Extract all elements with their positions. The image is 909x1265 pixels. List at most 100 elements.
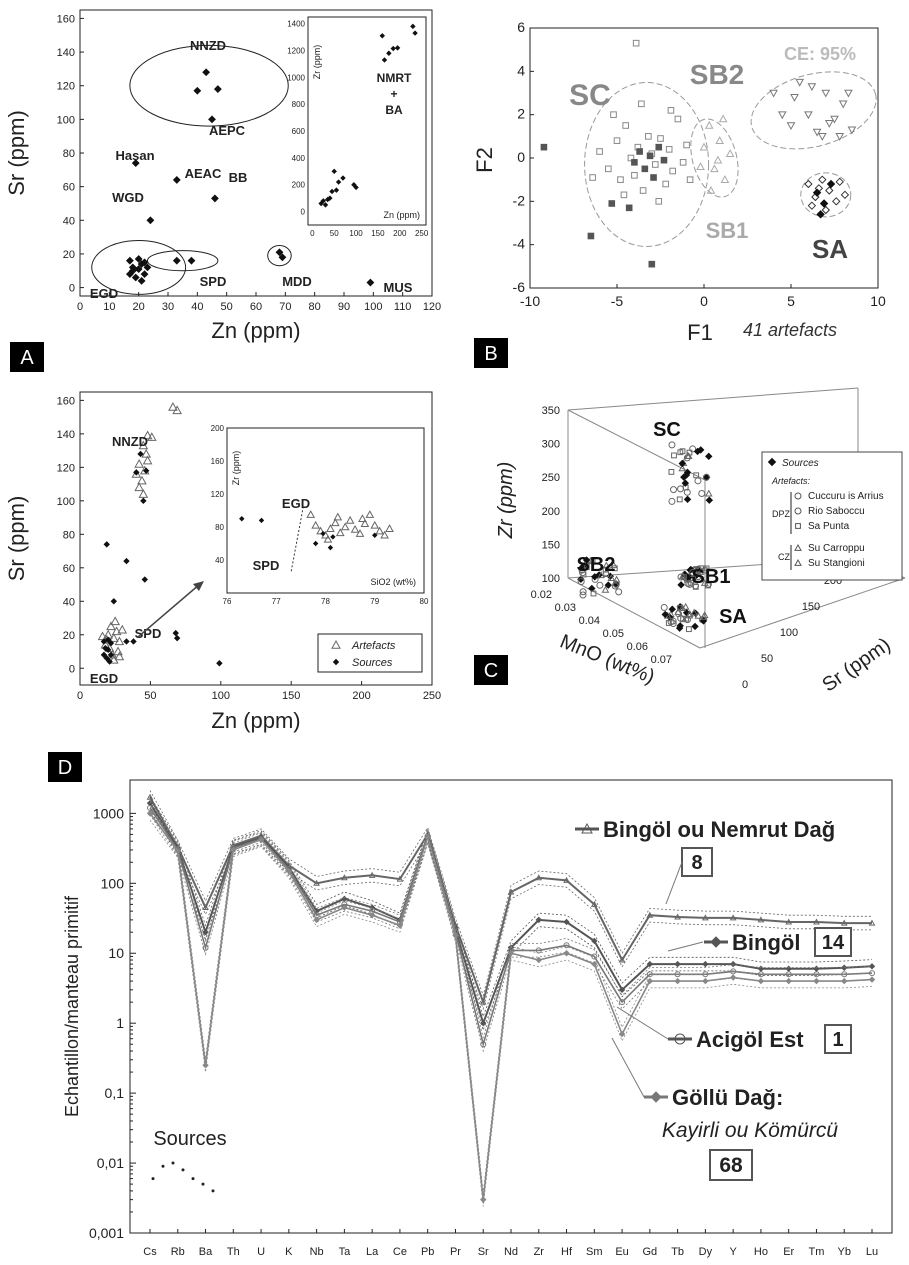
data-point bbox=[813, 977, 820, 985]
x-tick-label: 200 bbox=[352, 690, 370, 702]
x-tick-label: 60 bbox=[250, 301, 262, 313]
count-label: 68 bbox=[719, 1154, 743, 1177]
inset-y-tick-label: 800 bbox=[292, 100, 306, 109]
data-point bbox=[480, 1041, 487, 1048]
x-tick-label: Yb bbox=[837, 1246, 850, 1258]
data-point bbox=[563, 950, 570, 957]
artefact-point bbox=[114, 636, 125, 646]
inset-y-tick-label: 0 bbox=[301, 208, 306, 217]
group-label: SC bbox=[653, 419, 681, 441]
y-tick-label: 80 bbox=[63, 148, 75, 160]
data-point bbox=[824, 120, 834, 128]
data-point bbox=[841, 977, 848, 985]
data-point bbox=[202, 68, 211, 77]
data-point bbox=[696, 162, 705, 170]
source-point bbox=[142, 467, 150, 474]
sr-tick-label: 150 bbox=[802, 601, 820, 613]
inset-x-label: Zn (ppm) bbox=[383, 210, 420, 220]
annotation: CE: 95% bbox=[784, 44, 856, 64]
inset-y-tick-label: 200 bbox=[211, 424, 225, 433]
x-tick-label: Ta bbox=[339, 1246, 352, 1258]
data-point bbox=[577, 578, 585, 586]
x-tick-label: Zr bbox=[534, 1246, 545, 1258]
y-tick-label: 4 bbox=[517, 62, 525, 78]
group-label: SB2 bbox=[577, 554, 616, 576]
plot-frame bbox=[79, 391, 433, 686]
data-point bbox=[341, 904, 348, 911]
inset-x-tick-label: 78 bbox=[321, 597, 330, 606]
inset-y-tick-label: 1400 bbox=[287, 20, 305, 29]
inset-artefact-point bbox=[335, 528, 345, 537]
boundary-line bbox=[290, 506, 304, 573]
data-point bbox=[596, 581, 604, 589]
data-point bbox=[639, 187, 647, 194]
data-point bbox=[137, 260, 146, 268]
mno-tick-label: 0.03 bbox=[555, 602, 576, 614]
z-tick-label: 250 bbox=[542, 472, 560, 484]
inset-artefact-point bbox=[365, 510, 375, 518]
data-point bbox=[685, 609, 694, 617]
y-tick-label: 160 bbox=[57, 13, 75, 25]
data-point bbox=[683, 615, 690, 622]
data-point bbox=[777, 111, 787, 120]
y-tick-label: 40 bbox=[63, 215, 75, 227]
group-label: NNZD bbox=[112, 434, 148, 449]
inset-artefact-point bbox=[323, 534, 333, 543]
inset-artefact-point bbox=[370, 520, 380, 529]
data-point bbox=[631, 159, 638, 166]
x-tick-label: Dy bbox=[699, 1246, 713, 1258]
data-point bbox=[618, 956, 626, 963]
group-label: SPD bbox=[135, 626, 162, 641]
inset-artefact-point bbox=[326, 524, 335, 532]
y-tick-label: 20 bbox=[63, 630, 75, 642]
group-label: BB bbox=[229, 170, 248, 185]
inset-group-label: NMRT bbox=[377, 71, 412, 85]
data-point bbox=[202, 944, 209, 951]
source-point bbox=[172, 629, 179, 637]
arrow-line bbox=[137, 583, 201, 638]
artefact-point bbox=[142, 455, 153, 465]
legend-source-marker bbox=[767, 457, 777, 467]
y-tick-label: 120 bbox=[57, 462, 75, 474]
data-point bbox=[396, 875, 404, 882]
inset-frame bbox=[307, 16, 427, 226]
data-point bbox=[671, 452, 677, 459]
legend-box bbox=[317, 633, 423, 673]
data-point bbox=[579, 591, 587, 599]
x-tick-label: Hf bbox=[561, 1246, 573, 1258]
data-point bbox=[366, 278, 375, 287]
data-point bbox=[602, 561, 611, 569]
group-label: SPD bbox=[200, 274, 227, 289]
data-point bbox=[535, 874, 543, 881]
data-point bbox=[869, 970, 875, 977]
group-label: SB2 bbox=[690, 59, 744, 90]
data-point bbox=[683, 454, 691, 462]
x-tick-label: Lu bbox=[866, 1246, 878, 1258]
data-point bbox=[785, 977, 792, 985]
group-ellipse bbox=[584, 82, 710, 247]
z-tick-label: 200 bbox=[542, 506, 560, 518]
artefact-point bbox=[108, 633, 119, 642]
y-tick-label: 140 bbox=[57, 47, 75, 59]
inset-x-tick-label: 79 bbox=[370, 597, 379, 606]
data-point bbox=[679, 571, 687, 579]
sources-point bbox=[191, 1177, 195, 1181]
inset-x-tick-label: 100 bbox=[349, 229, 363, 238]
data-point bbox=[615, 588, 623, 596]
x-axis-label: Zn (ppm) bbox=[211, 318, 300, 343]
inset-artefact-point bbox=[331, 518, 340, 527]
x-tick-label: 120 bbox=[423, 301, 441, 313]
group-label: SB1 bbox=[692, 566, 731, 588]
x-tick-label: Ba bbox=[199, 1246, 213, 1258]
inset-y-tick-label: 1200 bbox=[287, 47, 305, 56]
inset-point bbox=[386, 50, 392, 56]
leader-line bbox=[667, 941, 704, 952]
data-point bbox=[813, 965, 820, 972]
series-label: Acigöl Est bbox=[696, 1027, 804, 1052]
label-marker bbox=[674, 1033, 686, 1045]
legend-box bbox=[761, 451, 903, 581]
data-point bbox=[844, 89, 853, 98]
data-point bbox=[677, 485, 685, 493]
data-point bbox=[580, 571, 587, 578]
group-label: AEPC bbox=[209, 123, 246, 138]
